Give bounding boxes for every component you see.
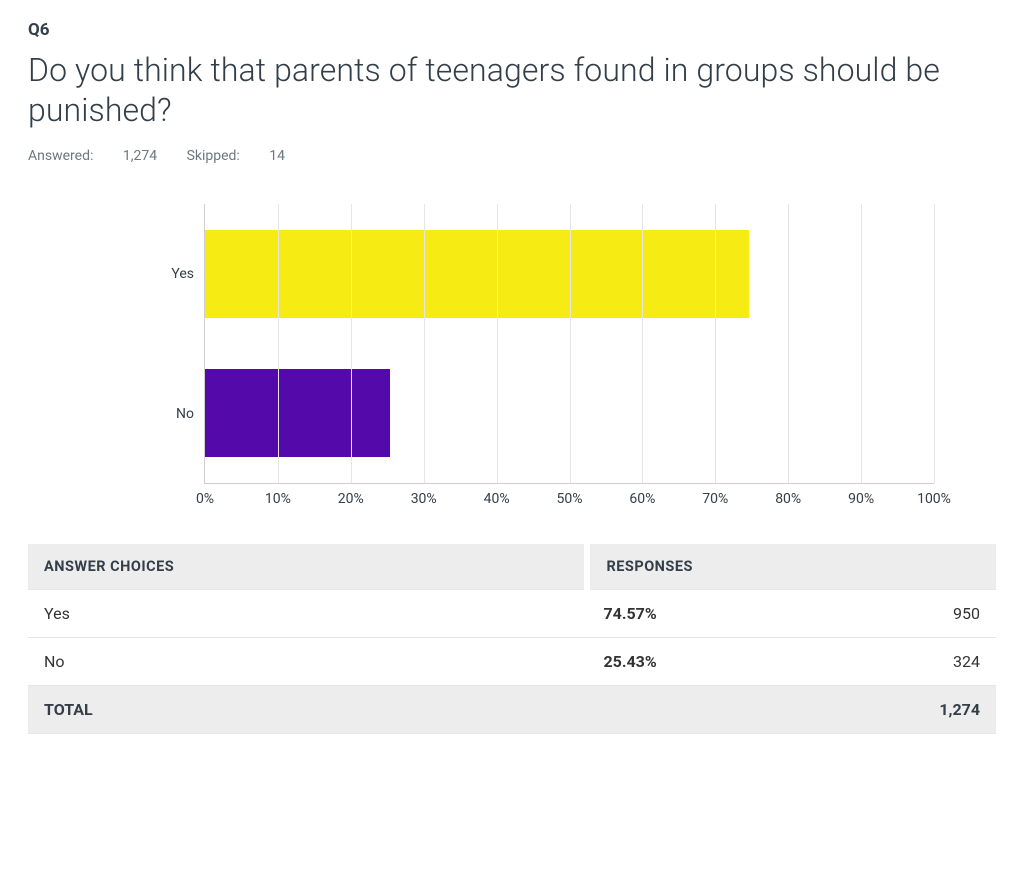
chart-plot-area: 0%10%20%30%40%50%60%70%80%90%100% xyxy=(204,204,934,484)
skipped-value: 14 xyxy=(269,148,285,164)
table-total-row: TOTAL 1,274 xyxy=(28,686,996,734)
table-row: Yes74.57%950 xyxy=(28,590,996,638)
total-spacer xyxy=(587,686,876,734)
cell-choice: No xyxy=(28,638,587,686)
x-tick-label: 70% xyxy=(702,491,728,507)
skipped-label: Skipped: xyxy=(187,148,240,164)
question-title: Do you think that parents of teenagers f… xyxy=(28,50,996,130)
x-axis-labels: 0%10%20%30%40%50%60%70%80%90%100% xyxy=(205,483,934,507)
table-row: No25.43%324 xyxy=(28,638,996,686)
grid-line xyxy=(934,204,935,483)
x-tick-label: 100% xyxy=(917,491,951,507)
question-number: Q6 xyxy=(28,20,996,40)
cell-choice: Yes xyxy=(28,590,587,638)
y-tick-label: No xyxy=(148,406,194,422)
y-tick-label: Yes xyxy=(148,266,194,282)
grid-line xyxy=(570,204,571,483)
results-table: ANSWER CHOICES RESPONSES Yes74.57%950No2… xyxy=(28,544,996,734)
grid-line xyxy=(715,204,716,483)
cell-count: 324 xyxy=(876,638,996,686)
response-meta: Answered: 1,274 Skipped: 14 xyxy=(28,148,996,164)
col-responses: RESPONSES xyxy=(587,544,996,590)
grid-line xyxy=(424,204,425,483)
total-value: 1,274 xyxy=(876,686,996,734)
grid-line xyxy=(861,204,862,483)
chart-bar xyxy=(205,369,390,457)
total-label: TOTAL xyxy=(28,686,587,734)
chart-bar xyxy=(205,230,749,318)
x-tick-label: 40% xyxy=(484,491,510,507)
y-axis-labels: Yes No xyxy=(148,204,204,484)
cell-pct: 74.57% xyxy=(587,590,876,638)
answered-value: 1,274 xyxy=(123,148,157,164)
x-tick-label: 90% xyxy=(848,491,874,507)
grid-line xyxy=(497,204,498,483)
grid-line xyxy=(351,204,352,483)
grid-line xyxy=(788,204,789,483)
x-tick-label: 80% xyxy=(775,491,801,507)
x-tick-label: 60% xyxy=(629,491,655,507)
x-tick-label: 10% xyxy=(265,491,291,507)
cell-count: 950 xyxy=(876,590,996,638)
col-answer-choices: ANSWER CHOICES xyxy=(28,544,587,590)
table-header-row: ANSWER CHOICES RESPONSES xyxy=(28,544,996,590)
answered-label: Answered: xyxy=(28,148,93,164)
x-tick-label: 50% xyxy=(557,491,583,507)
x-tick-label: 0% xyxy=(196,491,214,507)
bar-chart: Yes No 0%10%20%30%40%50%60%70%80%90%100% xyxy=(148,204,996,484)
grid-line xyxy=(278,204,279,483)
x-tick-label: 30% xyxy=(411,491,437,507)
x-tick-label: 20% xyxy=(338,491,364,507)
grid-line xyxy=(642,204,643,483)
cell-pct: 25.43% xyxy=(587,638,876,686)
